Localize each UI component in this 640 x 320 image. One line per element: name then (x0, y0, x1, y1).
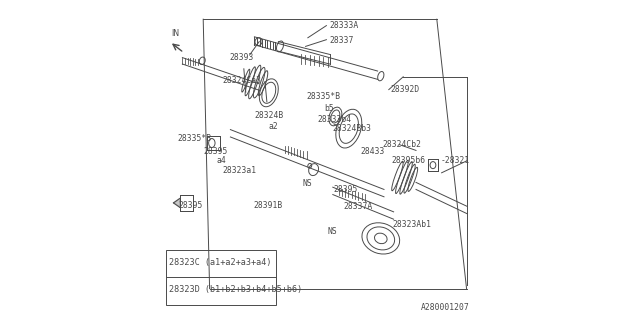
Text: 28333b4: 28333b4 (317, 115, 351, 124)
Bar (180, 195, 193, 211)
Text: 28335*B: 28335*B (177, 134, 212, 143)
Text: 28395: 28395 (178, 201, 203, 210)
Text: b5: b5 (324, 104, 335, 113)
Text: a2: a2 (269, 122, 278, 131)
Polygon shape (173, 198, 180, 207)
Text: NS: NS (327, 227, 337, 236)
Text: a4: a4 (216, 156, 227, 165)
Text: 28395b6: 28395b6 (391, 156, 425, 165)
Text: 28392D: 28392D (390, 85, 420, 94)
Text: 28337A: 28337A (343, 202, 372, 211)
Text: 28395: 28395 (204, 147, 228, 156)
Text: 28433: 28433 (360, 147, 385, 156)
Text: 28324Bb3: 28324Bb3 (333, 124, 371, 133)
Text: 28324B: 28324B (254, 111, 284, 120)
Text: 28333A: 28333A (330, 21, 359, 30)
Text: 28391B: 28391B (253, 201, 283, 210)
Text: 28395: 28395 (333, 185, 358, 194)
Text: 28335*B: 28335*B (306, 92, 340, 100)
Text: A280001207: A280001207 (421, 303, 470, 312)
Text: 28323C (a1+a2+a3+a4): 28323C (a1+a2+a3+a4) (169, 258, 271, 267)
Text: NS: NS (302, 179, 312, 188)
Text: 28393: 28393 (229, 53, 254, 62)
Text: 28337: 28337 (330, 36, 354, 44)
Text: 28323a1: 28323a1 (222, 166, 257, 175)
Text: 28323D (b1+b2+b3+b4+b5+b6): 28323D (b1+b2+b3+b4+b5+b6) (169, 285, 302, 294)
Bar (166, 250, 276, 305)
Bar (428, 159, 438, 171)
Text: 28324Cb2: 28324Cb2 (382, 140, 421, 149)
Text: 28323Ab1: 28323Ab1 (393, 220, 431, 229)
Text: 28324Ca3: 28324Ca3 (222, 76, 261, 85)
Text: -28321: -28321 (440, 156, 470, 165)
Text: IN: IN (172, 29, 179, 38)
Bar (207, 136, 220, 150)
